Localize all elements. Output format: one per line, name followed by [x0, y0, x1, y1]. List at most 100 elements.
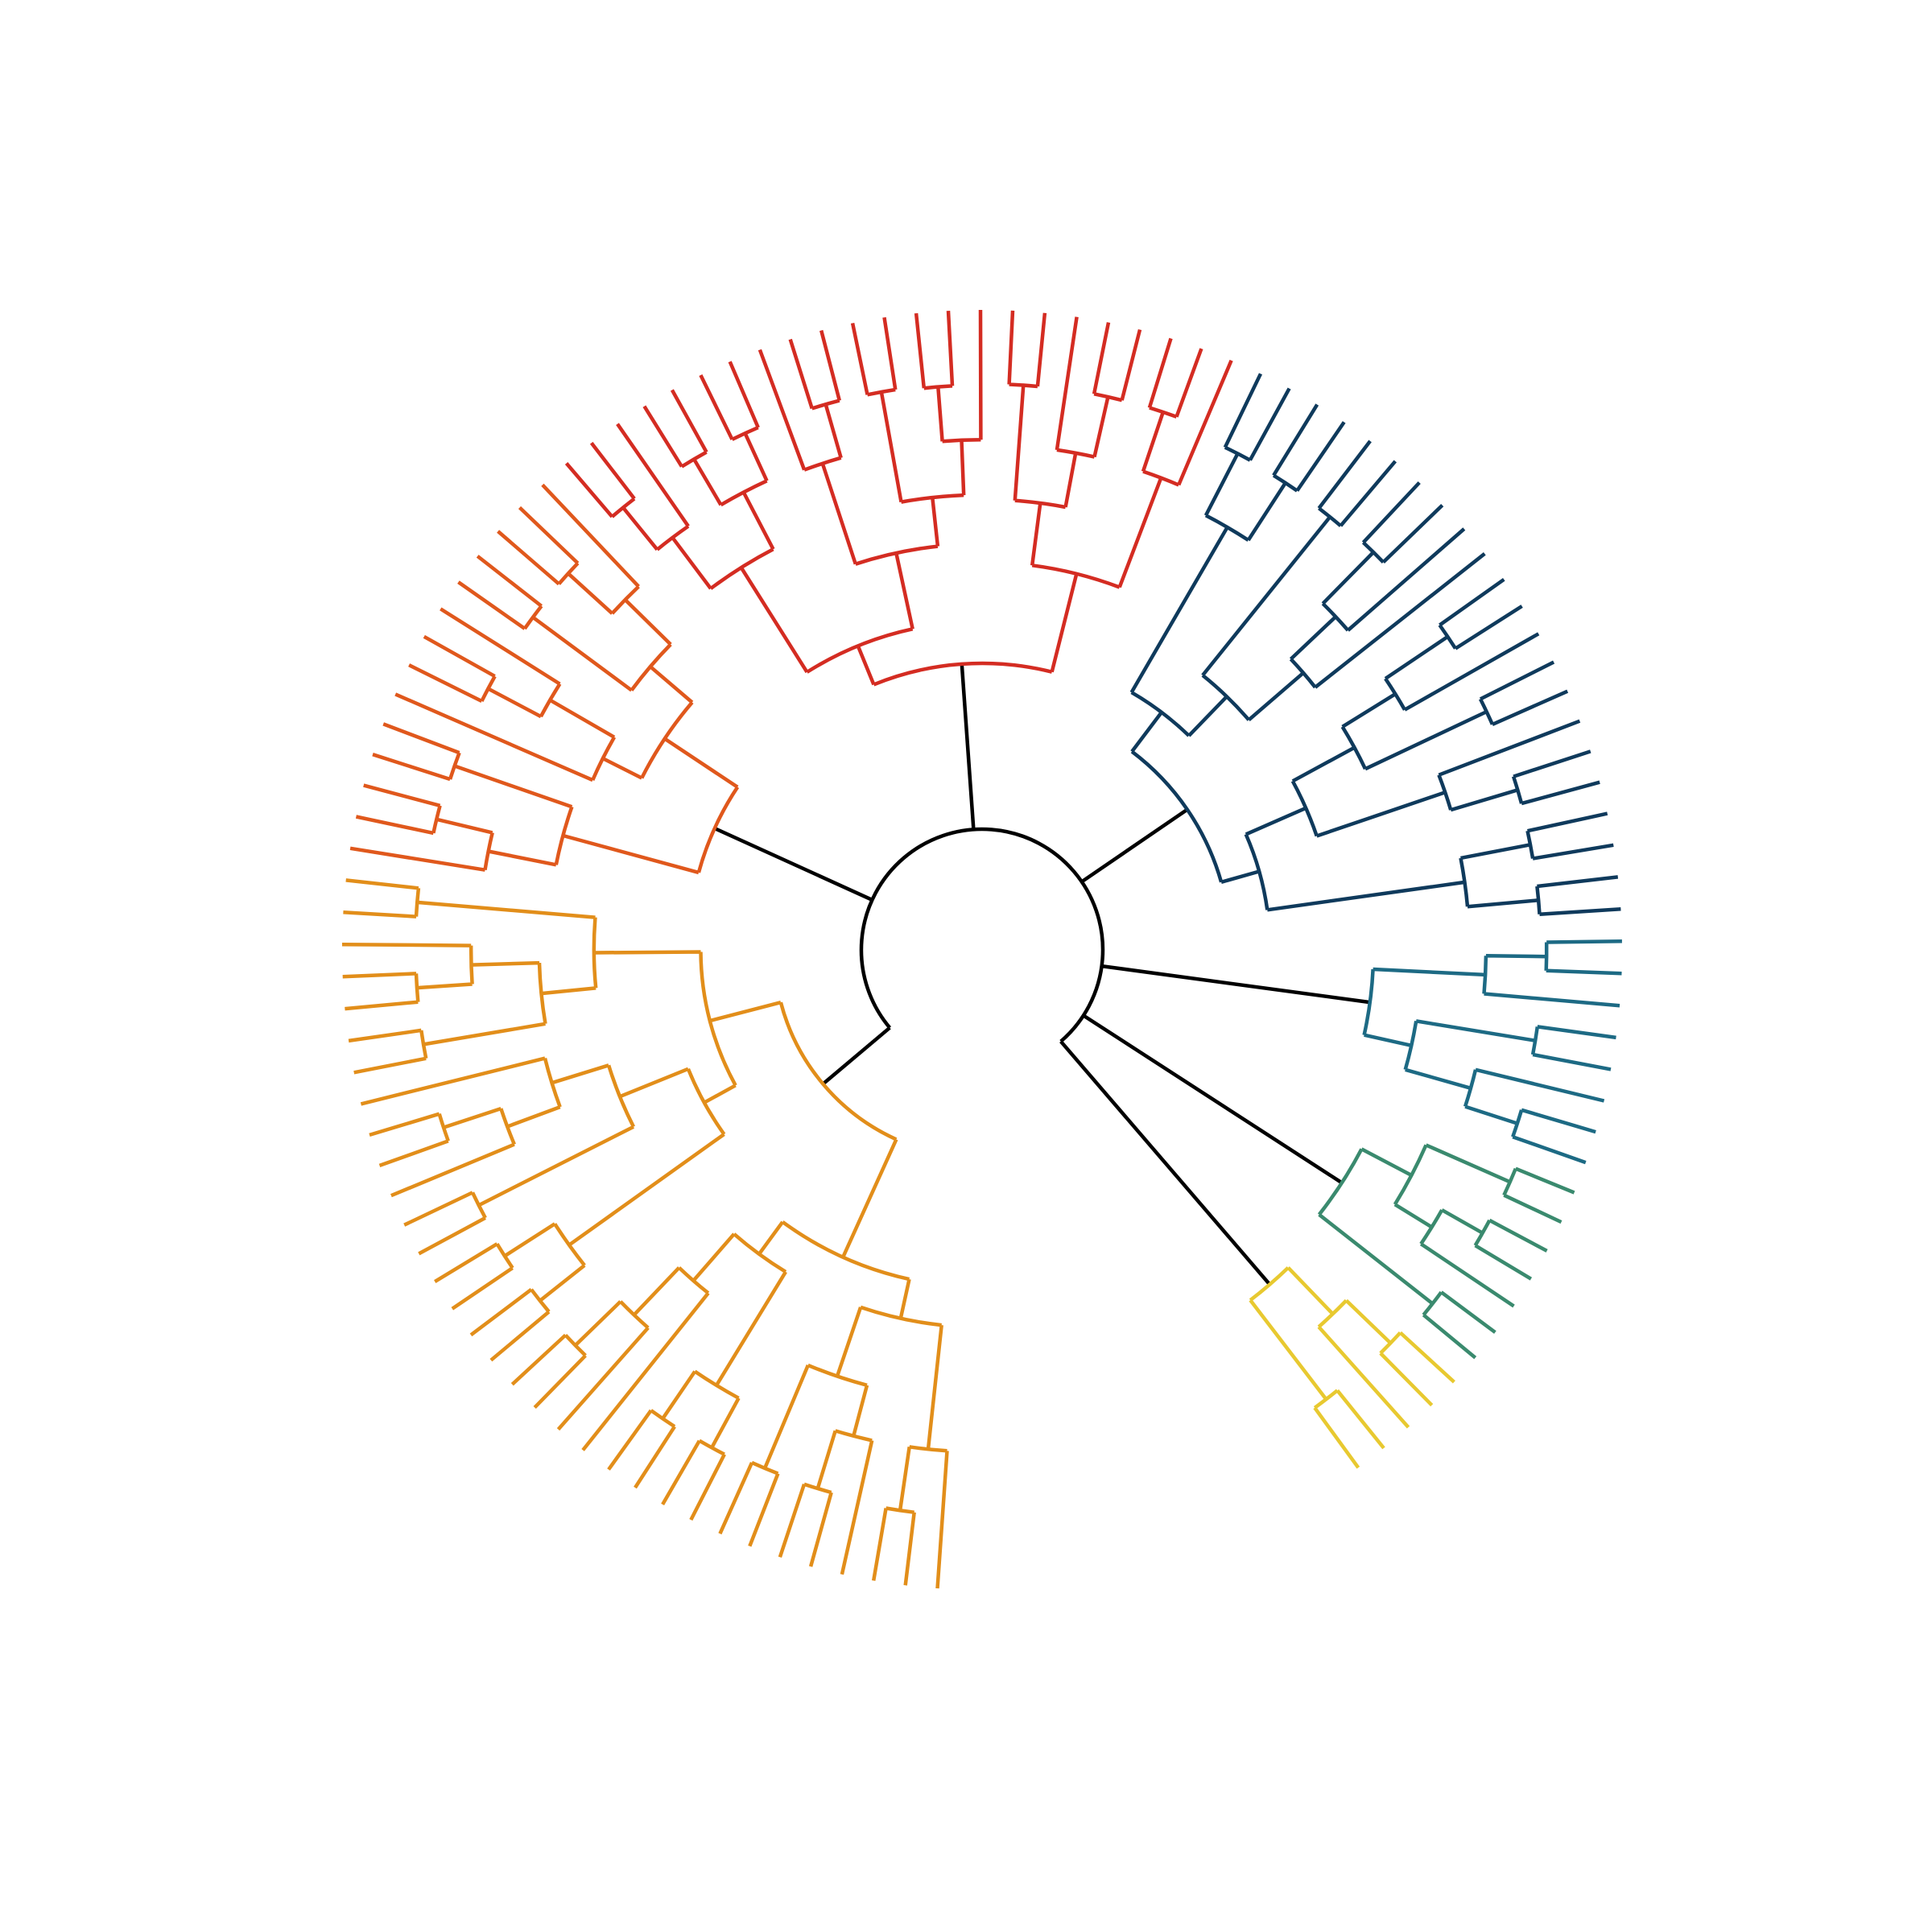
cluster-red-branch [616, 423, 690, 551]
cluster-yellow-branch [1249, 1266, 1335, 1401]
cluster-red-branch [1092, 322, 1142, 402]
cluster-red-branch [758, 349, 843, 472]
cluster-red-branch [1013, 385, 1078, 510]
cluster-red-branch [642, 389, 708, 469]
cluster-orange-branch [581, 1266, 710, 1451]
cluster-orange-branch [417, 900, 598, 996]
cluster-blue-branch [1244, 806, 1465, 912]
cluster-orange-branch [469, 1288, 551, 1362]
cluster-orange-branch [758, 1220, 911, 1319]
cluster-orange-branch [709, 1001, 898, 1258]
cluster-red-branch [1141, 359, 1233, 487]
cluster-red-branch [1030, 477, 1163, 589]
cluster-orange-branch [815, 1429, 874, 1575]
cluster-blue-branch [1525, 811, 1614, 861]
cluster-green-branch [1473, 1218, 1548, 1281]
cluster-red-branch [850, 316, 898, 397]
dendrogram-branches [341, 309, 1622, 1589]
cluster-yellow-branch [1313, 1389, 1385, 1469]
cluster-teal-branch [1544, 939, 1622, 976]
cluster-blue-branch [1129, 526, 1229, 737]
cluster-blue-branch [1201, 515, 1331, 722]
cluster-blue-branch [1459, 843, 1539, 909]
cluster-vermilion-branch [457, 555, 543, 630]
cluster-blue-branch [1223, 373, 1291, 462]
cluster-blue-branch [1290, 745, 1446, 838]
cluster-orange-branch [348, 1028, 428, 1075]
cluster-orange-branch [556, 1300, 650, 1431]
cluster-blue-branch [1478, 660, 1569, 726]
cluster-orange-branch [503, 1222, 586, 1302]
cluster-orange-branch [607, 1409, 676, 1489]
cluster-vermilion-branch [349, 817, 494, 872]
cluster-orange-branch [763, 1363, 869, 1469]
root-branch [713, 663, 1371, 1286]
cluster-red-branch [856, 573, 1079, 687]
cluster-yellow-branch [1379, 1331, 1455, 1407]
cluster-orange-branch [718, 1460, 780, 1547]
cluster-blue-branch [1437, 719, 1581, 812]
cluster-orange-branch [871, 1506, 916, 1586]
cluster-vermilion-branch [394, 692, 617, 782]
cluster-teal-branch [1463, 1067, 1605, 1125]
cluster-vermilion-branch [440, 607, 562, 719]
cluster-orange-branch [403, 1191, 487, 1256]
cluster-green-branch [1422, 1290, 1496, 1360]
cluster-red-branch [879, 391, 966, 504]
cluster-blue-branch [1321, 527, 1466, 632]
cluster-red-branch [820, 463, 940, 566]
cluster-vermilion-branch [408, 634, 497, 704]
cluster-orange-branch [343, 878, 421, 919]
cluster-blue-branch [1384, 632, 1540, 712]
cluster-red-branch [788, 329, 841, 411]
cluster-blue-branch [1340, 692, 1488, 771]
cluster-green-branch [1419, 1208, 1515, 1308]
cluster-blue-branch [1203, 452, 1287, 542]
cluster-orange-branch [390, 1106, 516, 1198]
cluster-orange-branch [341, 942, 474, 990]
cluster-orange-branch [835, 1305, 943, 1450]
cluster-orange-branch [568, 1067, 726, 1247]
cluster-blue-branch [1511, 749, 1600, 806]
cluster-vermilion-branch [531, 598, 672, 692]
cluster-red-branch [1147, 337, 1203, 419]
cluster-orange-branch [661, 1439, 726, 1521]
cluster-teal-branch [1530, 1025, 1616, 1071]
cluster-blue-branch [1361, 481, 1444, 564]
cluster-orange-branch [510, 1333, 587, 1409]
cluster-vermilion-branch [601, 665, 694, 780]
cluster-orange-branch [360, 1056, 562, 1129]
cluster-red-branch [699, 361, 760, 441]
cluster-orange-branch [593, 950, 737, 1104]
cluster-orange-branch [778, 1482, 833, 1567]
cluster-red-branch [936, 309, 983, 444]
cluster-vermilion-branch [541, 483, 640, 615]
cluster-teal-branch [1482, 954, 1620, 1008]
cluster-blue-branch [1317, 440, 1397, 527]
cluster-orange-branch [369, 1112, 450, 1168]
cluster-blue-branch [1289, 552, 1486, 689]
cluster-red-branch [692, 432, 769, 507]
cluster-blue-branch [1535, 875, 1621, 916]
cluster-teal-branch [1511, 1108, 1596, 1165]
cluster-red-branch [914, 310, 955, 390]
cluster-vermilion-branch [453, 764, 574, 867]
cluster-red-branch [739, 552, 914, 674]
cluster-vermilion-branch [372, 722, 461, 782]
cluster-vermilion-branch [497, 506, 580, 586]
cluster-green-branch [1502, 1166, 1575, 1224]
cluster-blue-branch [1438, 577, 1523, 650]
cluster-teal-branch [1362, 967, 1486, 1047]
cluster-red-branch [564, 441, 636, 518]
cluster-vermilion-branch [562, 737, 740, 875]
cluster-red-branch [671, 491, 775, 590]
cluster-yellow-branch [1317, 1298, 1410, 1429]
cluster-orange-branch [342, 972, 420, 1011]
cluster-green-branch [1317, 1147, 1434, 1306]
cluster-orange-branch [434, 1242, 514, 1311]
cluster-red-branch [1055, 316, 1110, 459]
cluster-green-branch [1393, 1143, 1511, 1229]
cluster-blue-branch [1272, 403, 1346, 493]
cluster-blue-branch [1130, 711, 1260, 884]
